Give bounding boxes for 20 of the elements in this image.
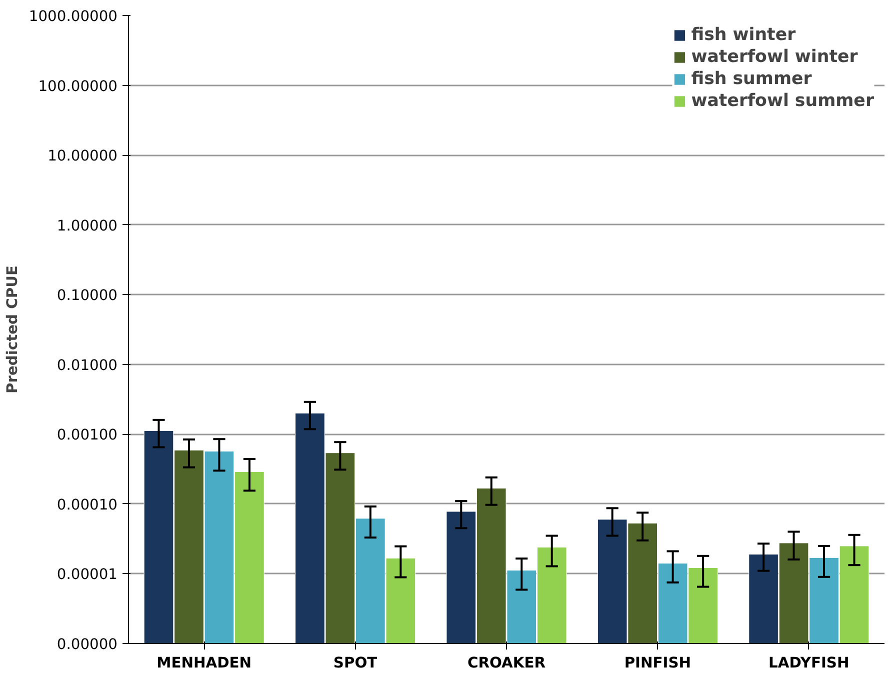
y-tick-label: 0.10000 (56, 287, 118, 304)
x-tick-label: MENHADEN (156, 654, 252, 672)
legend-label: waterfowl winter (691, 47, 858, 67)
x-tick-label: PINFISH (624, 654, 692, 672)
y-tick-label: 1000.00000 (28, 8, 118, 25)
y-tick-label: 0.00010 (56, 496, 118, 514)
y-axis-title: Predicted CPUE (4, 265, 21, 394)
x-tick-label: CROAKER (467, 654, 546, 672)
y-tick-label: 100.00000 (38, 78, 118, 95)
y-tick-label: 0.00000 (56, 636, 118, 653)
legend-label: waterfowl summer (691, 91, 874, 111)
y-tick-label: 10.00000 (48, 148, 118, 165)
y-tick-label: 1.00000 (56, 217, 118, 234)
x-tick-label: SPOT (333, 654, 378, 672)
legend-label: fish summer (691, 69, 812, 89)
y-tick-label: 0.00001 (56, 566, 118, 584)
y-tick-label: 0.01000 (56, 356, 118, 374)
legend-label: fish winter (691, 25, 796, 45)
y-tick-label: 0.00100 (56, 426, 118, 444)
x-tick-label: LADYFISH (768, 654, 850, 672)
